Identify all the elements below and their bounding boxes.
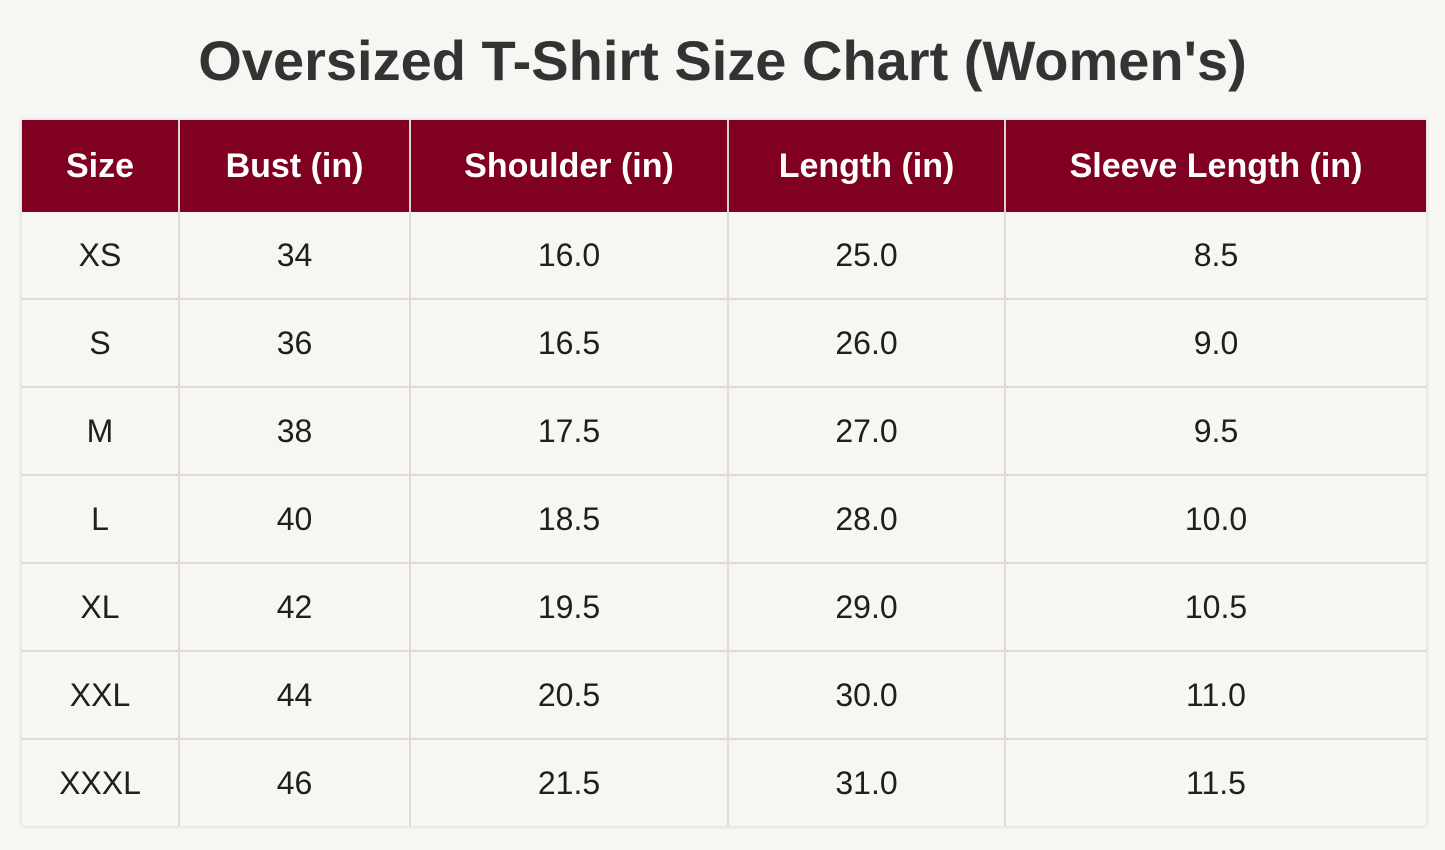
cell-sleeve-length: 10.0 xyxy=(1005,475,1426,564)
cell-bust: 46 xyxy=(179,739,411,826)
cell-bust: 42 xyxy=(179,563,411,652)
header-size: Size xyxy=(22,120,180,212)
cell-shoulder: 19.5 xyxy=(410,563,729,652)
cell-size: S xyxy=(22,299,180,388)
cell-shoulder: 21.5 xyxy=(410,739,729,826)
table-row: M 38 17.5 27.0 9.5 xyxy=(22,387,1426,476)
cell-shoulder: 16.5 xyxy=(410,299,729,388)
size-chart-table: Size Bust (in) Shoulder (in) Length (in)… xyxy=(22,120,1426,826)
table-header-row: Size Bust (in) Shoulder (in) Length (in)… xyxy=(22,120,1426,212)
header-sleeve-length: Sleeve Length (in) xyxy=(1005,120,1426,212)
cell-length: 26.0 xyxy=(728,299,1006,388)
table-row: XL 42 19.5 29.0 10.5 xyxy=(22,563,1426,652)
table-row: L 40 18.5 28.0 10.0 xyxy=(22,475,1426,564)
size-chart-table-container: Size Bust (in) Shoulder (in) Length (in)… xyxy=(22,120,1426,826)
cell-bust: 38 xyxy=(179,387,411,476)
cell-size: XXXL xyxy=(22,739,180,826)
cell-length: 27.0 xyxy=(728,387,1006,476)
cell-size: XS xyxy=(22,212,180,300)
table-row: XXL 44 20.5 30.0 11.0 xyxy=(22,651,1426,740)
cell-shoulder: 17.5 xyxy=(410,387,729,476)
cell-shoulder: 16.0 xyxy=(410,212,729,300)
cell-length: 30.0 xyxy=(728,651,1006,740)
cell-length: 25.0 xyxy=(728,212,1006,300)
cell-size: XXL xyxy=(22,651,180,740)
cell-bust: 34 xyxy=(179,212,411,300)
cell-length: 28.0 xyxy=(728,475,1006,564)
cell-sleeve-length: 9.0 xyxy=(1005,299,1426,388)
cell-sleeve-length: 8.5 xyxy=(1005,212,1426,300)
cell-shoulder: 18.5 xyxy=(410,475,729,564)
cell-sleeve-length: 11.0 xyxy=(1005,651,1426,740)
table-row: XS 34 16.0 25.0 8.5 xyxy=(22,212,1426,300)
cell-sleeve-length: 9.5 xyxy=(1005,387,1426,476)
page-title: Oversized T-Shirt Size Chart (Women's) xyxy=(198,29,1247,92)
cell-bust: 44 xyxy=(179,651,411,740)
table-row: XXXL 46 21.5 31.0 11.5 xyxy=(22,739,1426,826)
cell-sleeve-length: 10.5 xyxy=(1005,563,1426,652)
cell-size: XL xyxy=(22,563,180,652)
header-shoulder: Shoulder (in) xyxy=(410,120,729,212)
cell-size: L xyxy=(22,475,180,564)
cell-sleeve-length: 11.5 xyxy=(1186,764,1246,801)
header-bust: Bust (in) xyxy=(179,120,411,212)
table-row: S 36 16.5 26.0 9.0 xyxy=(22,299,1426,388)
header-length: Length (in) xyxy=(728,120,1006,212)
cell-bust: 36 xyxy=(179,299,411,388)
cell-length: 31.0 xyxy=(728,739,1006,826)
cell-shoulder: 20.5 xyxy=(410,651,729,740)
cell-size: M xyxy=(22,387,180,476)
cell-length: 29.0 xyxy=(728,563,1006,652)
cell-bust: 40 xyxy=(179,475,411,564)
